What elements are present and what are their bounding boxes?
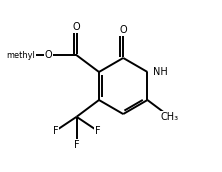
Text: methyl: methyl bbox=[6, 51, 35, 60]
Text: O: O bbox=[73, 22, 80, 32]
Text: O: O bbox=[119, 25, 127, 35]
Text: F: F bbox=[74, 140, 79, 150]
Text: NH: NH bbox=[153, 67, 168, 77]
Text: F: F bbox=[53, 126, 58, 136]
Text: O: O bbox=[45, 50, 52, 60]
Text: CH₃: CH₃ bbox=[161, 112, 179, 122]
Text: F: F bbox=[95, 126, 100, 136]
